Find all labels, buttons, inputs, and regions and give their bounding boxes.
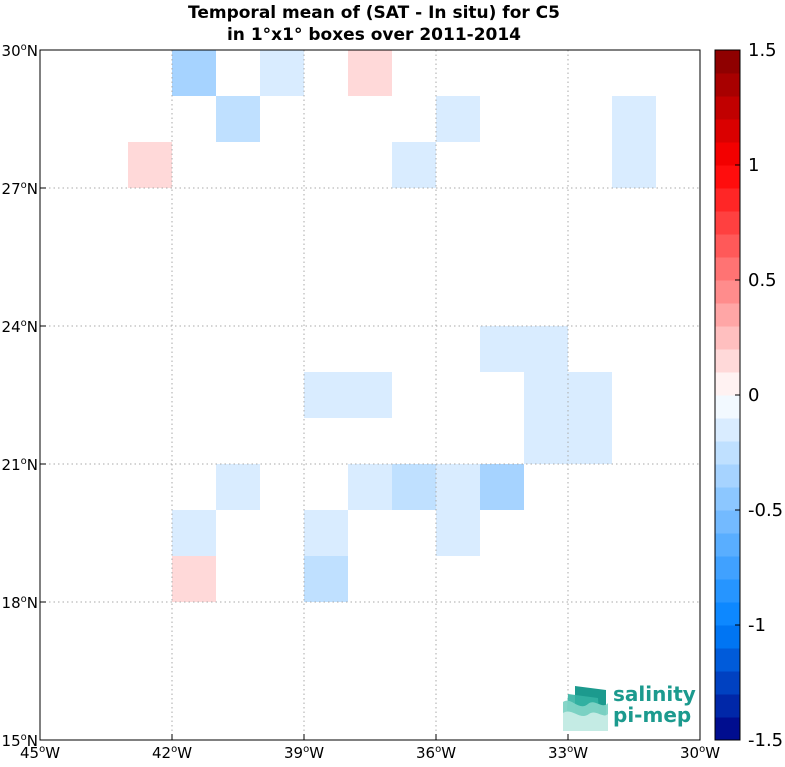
y-tick-label: 18oN [2,594,38,612]
heatmap-cell [568,372,612,418]
heatmap-cell [304,372,348,418]
y-tick-label: 30oN [2,42,38,60]
colorbar-bin [715,717,740,741]
heatmap-cell [348,372,392,418]
y-tick-label: 21oN [2,456,38,474]
colorbar-bin [715,487,740,511]
colorbar-bin [715,142,740,166]
x-tick-label: 45oW [20,744,60,762]
colorbar-bin [715,349,740,373]
grid-lines [40,50,700,740]
heatmap-cell [172,510,216,556]
chart-title: Temporal mean of (SAT - In situ) for C5 [188,3,560,23]
logo-line-2: pi-mep [613,703,691,727]
colorbar-tick-label: 1 [748,155,759,176]
heatmap-cell [480,464,524,510]
colorbar-tick-label: -1.5 [748,730,783,751]
colorbar-bin [715,625,740,649]
colorbar-tick-label: -1 [748,615,766,636]
colorbar-bin [715,579,740,603]
heatmap-cell [612,96,656,142]
colorbar-bin [715,441,740,465]
heatmap-cell [392,464,436,510]
colorbar-bin [715,671,740,695]
colorbar-bin [715,257,740,281]
heatmap-cell [436,96,480,142]
heatmap-cell [348,50,392,96]
y-tick-label: 27oN [2,180,38,198]
chart-subtitle: in 1°x1° boxes over 2011-2014 [227,25,521,45]
heatmap-cell [128,142,172,188]
colorbar-bin [715,372,740,396]
x-tick-label: 30oW [680,744,720,762]
heatmap-cell [568,418,612,464]
heatmap-cell [216,96,260,142]
heatmap-cell [172,556,216,602]
heatmap-cell [304,510,348,556]
heatmap-cells [128,50,656,602]
colorbar-bin [715,165,740,189]
salinity-pi-mep-logo: salinity pi-mep [563,682,696,731]
colorbar-bin [715,73,740,97]
colorbar-bin [715,234,740,258]
colorbar-tick-label: 1.5 [748,40,777,61]
heatmap-cell [392,142,436,188]
colorbar-bin [715,211,740,235]
heatmap-cell [436,464,480,510]
colorbar-bin [715,119,740,143]
heatmap-cell [524,326,568,372]
heatmap-cell [524,418,568,464]
colorbar-tick-label: 0.5 [748,270,777,291]
colorbar-bin [715,694,740,718]
colorbar-bin [715,303,740,327]
heatmap-cell [172,50,216,96]
heatmap-cell [304,556,348,602]
colorbar-bin [715,464,740,488]
colorbar-bin [715,418,740,442]
heatmap-cell [612,142,656,188]
colorbar-bin [715,188,740,212]
x-tick-label: 33oW [548,744,588,762]
logo-waves-icon [563,686,608,731]
y-axis-ticks: 15oN 18oN 21oN 24oN 27oN 30oN [2,42,46,750]
colorbar-tick-label: 0 [748,385,759,406]
colorbar-bin [715,326,740,350]
y-tick-label: 15oN [2,732,38,750]
colorbar-bin [715,556,740,580]
plot-frame [39,49,701,741]
colorbar-bin [715,510,740,534]
colorbar-bin [715,602,740,626]
heatmap-cell [480,326,524,372]
x-tick-label: 39oW [284,744,324,762]
colorbar-bin [715,533,740,557]
heatmap-cell [216,464,260,510]
x-tick-label: 42oW [152,744,192,762]
colorbar-bin [715,280,740,304]
colorbar: 1.5 1 0.5 0 -0.5 -1 -1.5 [714,40,783,751]
colorbar-bin [715,395,740,419]
heatmap-cell [260,50,304,96]
logo-line-1: salinity [613,682,696,706]
y-tick-label: 24oN [2,318,38,336]
colorbar-bin [715,50,740,74]
colorbar-tick-label: -0.5 [748,500,783,521]
heatmap-cell [348,464,392,510]
x-axis-ticks: 45oW 42oW 39oW 36oW 33oW 30oW [20,734,720,762]
x-tick-label: 36oW [416,744,456,762]
heatmap-cell [524,372,568,418]
colorbar-bin [715,96,740,120]
colorbar-bin [715,648,740,672]
heatmap-cell [436,510,480,556]
